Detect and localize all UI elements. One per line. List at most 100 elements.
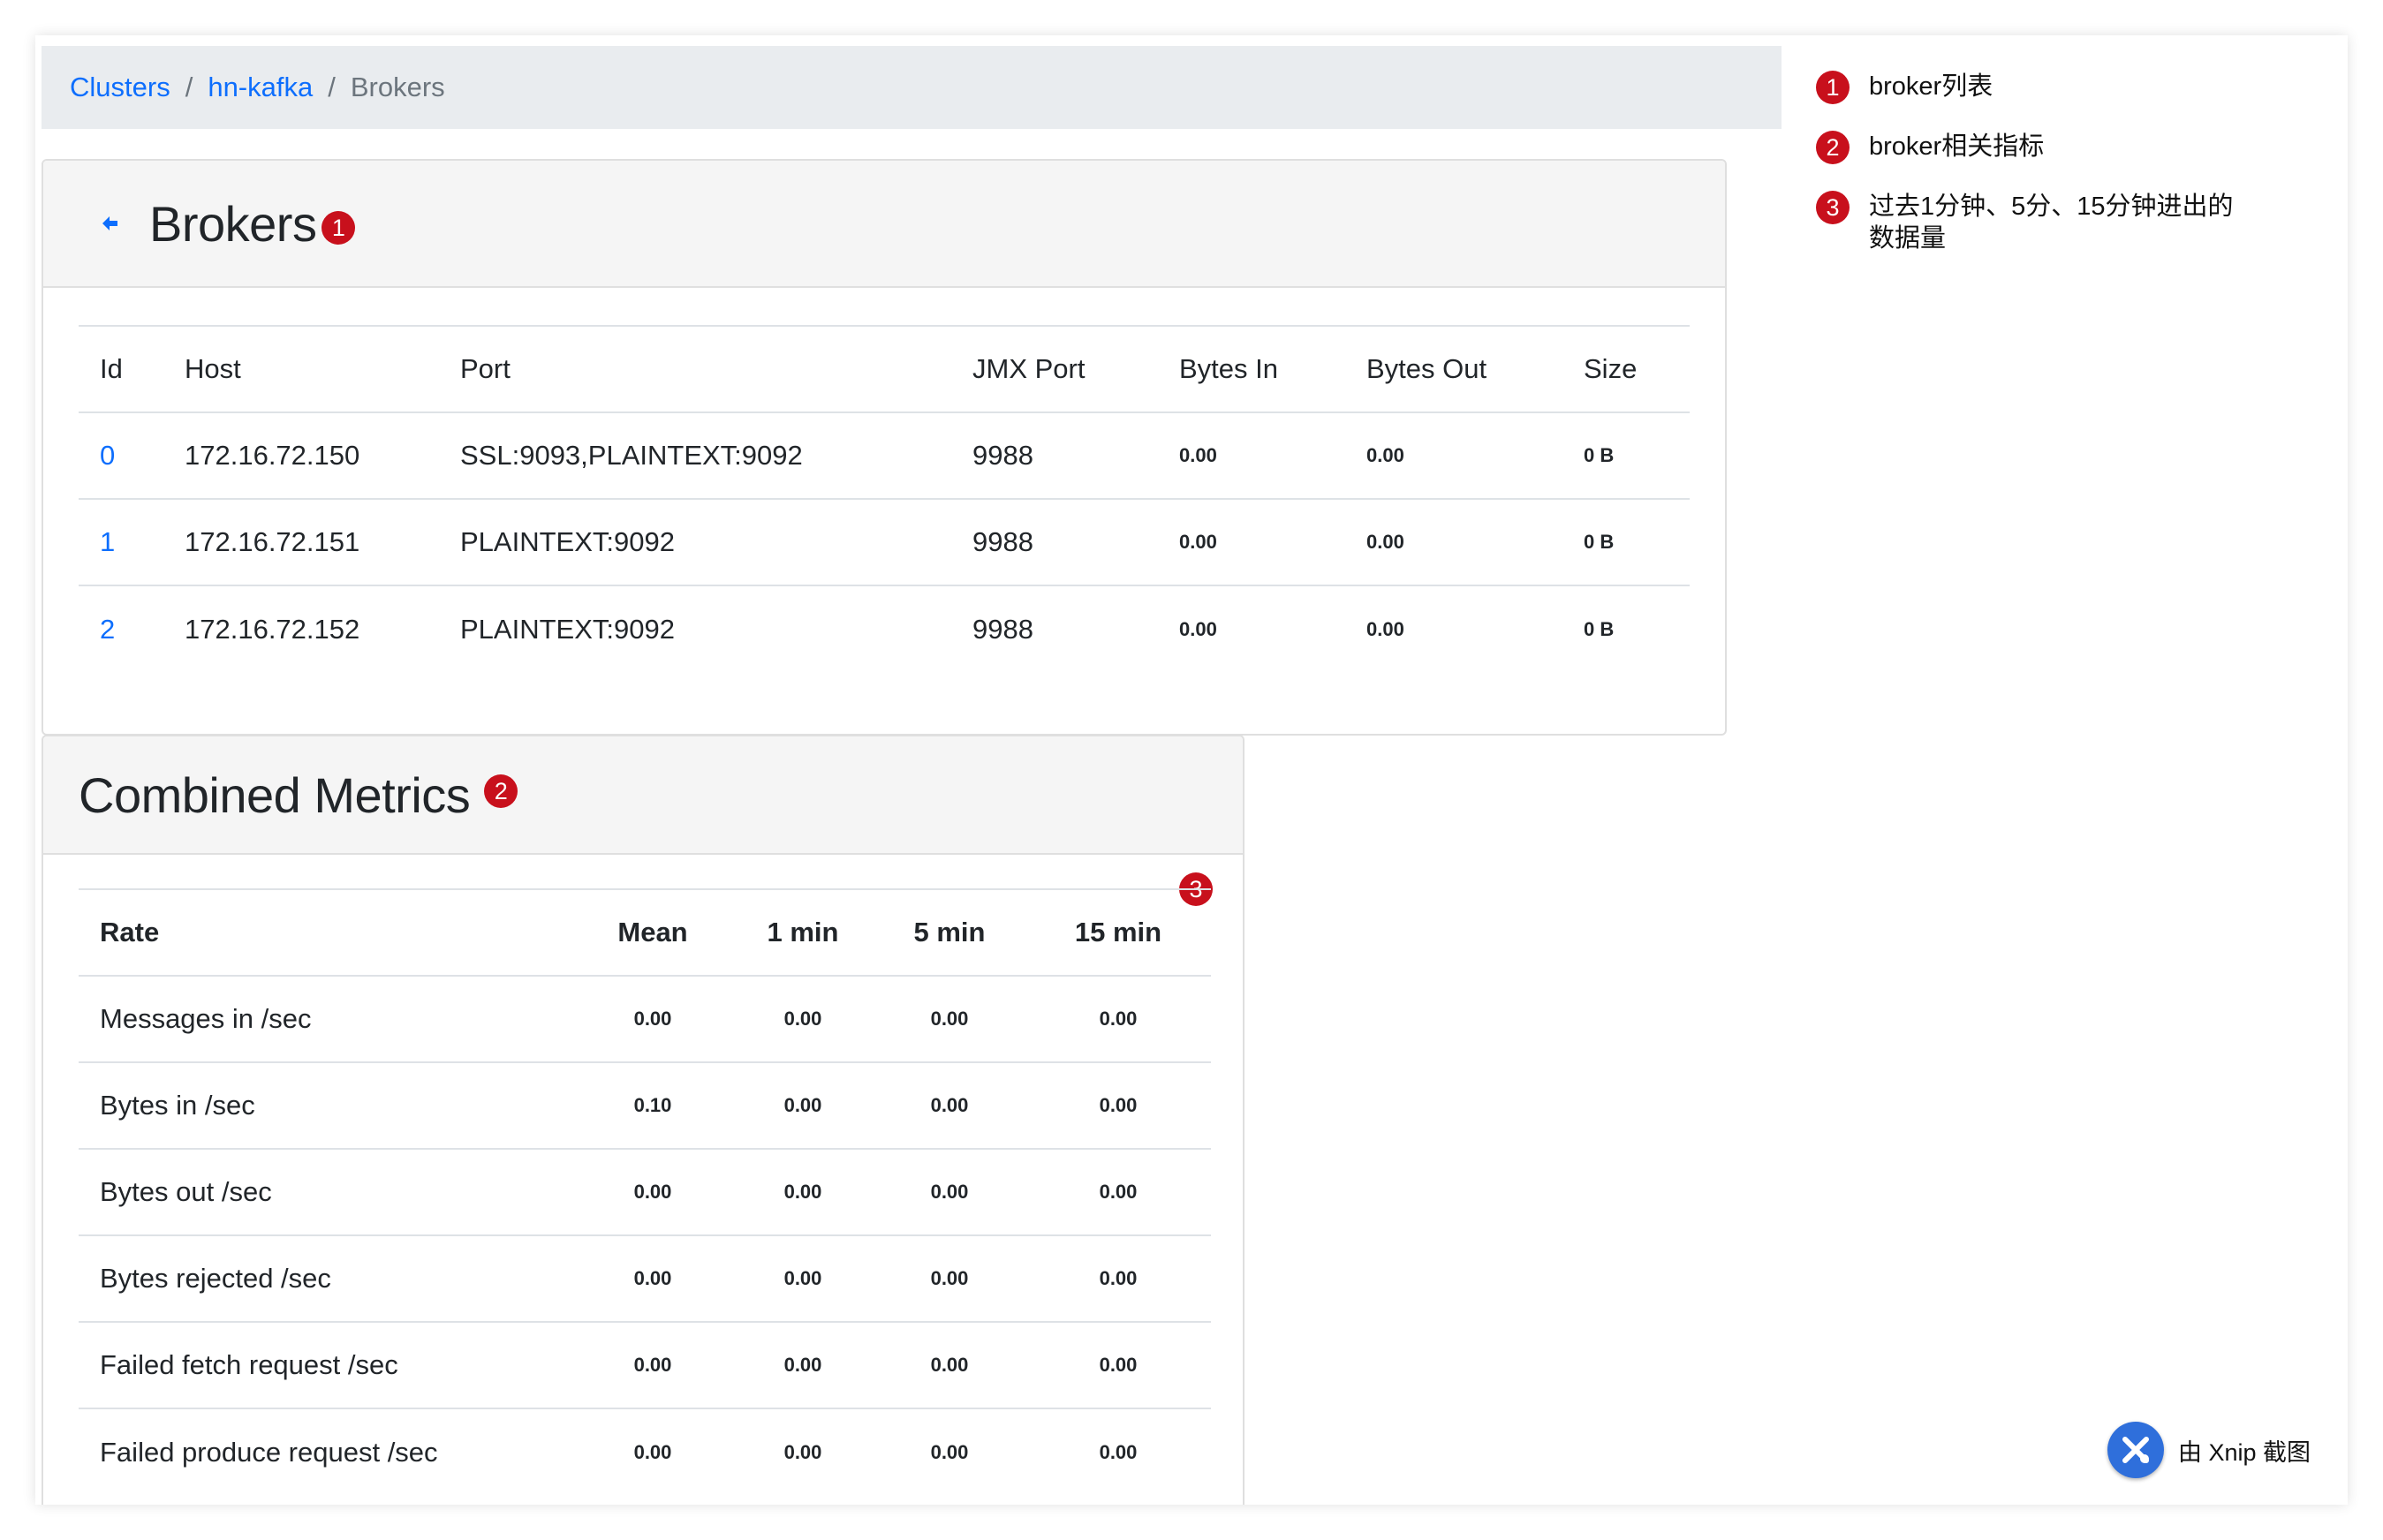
metric-label: Failed produce request /sec — [79, 1408, 573, 1495]
annotation-badge-1: 1 — [322, 211, 356, 245]
column-header-jmx-port: JMX Port — [951, 325, 1158, 412]
table-row: Bytes rejected /sec 0.00 0.00 0.00 0.00 — [79, 1234, 1211, 1322]
column-header-size: Size — [1562, 325, 1690, 412]
breadcrumb-separator: / — [328, 72, 336, 102]
watermark-text: 由 Xnip 截图 — [2178, 1438, 2311, 1466]
metric-1min: 0.00 — [732, 975, 874, 1062]
brokers-card: Brokers 1 Id Host Port JMX Port Bytes In… — [42, 159, 1727, 736]
breadcrumb-link-clusters[interactable]: Clusters — [70, 72, 170, 102]
breadcrumb: Clusters / hn-kafka / Brokers — [42, 46, 1782, 129]
broker-bytes-out: 0.00 — [1345, 498, 1562, 585]
metric-5min: 0.00 — [874, 975, 1025, 1062]
legend-badge: 3 — [1816, 191, 1850, 224]
metric-5min: 0.00 — [874, 1408, 1025, 1495]
table-row: Bytes in /sec 0.10 0.00 0.00 0.00 — [79, 1061, 1211, 1149]
breadcrumb-separator: / — [185, 72, 193, 102]
metrics-table: Rate Mean 1 min 5 min 15 min Messages in… — [79, 888, 1211, 1495]
broker-bytes-in: 0.00 — [1158, 585, 1345, 672]
broker-host: 172.16.72.152 — [163, 585, 439, 672]
screenshot-frame: Clusters / hn-kafka / Brokers Brokers 1 … — [35, 35, 2348, 1505]
broker-bytes-in: 0.00 — [1158, 411, 1345, 499]
table-header-row: Rate Mean 1 min 5 min 15 min — [79, 888, 1211, 976]
metric-1min: 0.00 — [732, 1234, 874, 1322]
table-row: 2 172.16.72.152 PLAINTEXT:9092 9988 0.00… — [79, 585, 1690, 672]
combined-metrics-card: Combined Metrics 2 3 Rate Mean 1 min 5 m… — [42, 735, 1244, 1505]
metric-mean: 0.00 — [573, 1321, 732, 1408]
legend-badge: 1 — [1816, 71, 1850, 104]
legend-item: 3 过去1分钟、5分、15分钟进出的数据量 — [1816, 191, 2258, 254]
broker-jmx-port: 9988 — [951, 585, 1158, 672]
metric-1min: 0.00 — [732, 1148, 874, 1235]
broker-bytes-in: 0.00 — [1158, 498, 1345, 585]
broker-id-link[interactable]: 2 — [100, 613, 116, 645]
metric-1min: 0.00 — [732, 1321, 874, 1408]
metrics-title: Combined Metrics — [79, 766, 471, 823]
broker-jmx-port: 9988 — [951, 411, 1158, 499]
metric-label: Bytes out /sec — [79, 1148, 573, 1235]
broker-bytes-out: 0.00 — [1345, 585, 1562, 672]
table-row: Failed fetch request /sec 0.00 0.00 0.00… — [79, 1321, 1211, 1408]
table-row: 0 172.16.72.150 SSL:9093,PLAINTEXT:9092 … — [79, 411, 1690, 499]
legend-item: 1 broker列表 — [1816, 71, 2258, 104]
legend-item: 2 broker相关指标 — [1816, 131, 2258, 164]
column-header-port: Port — [439, 325, 951, 412]
column-header-bytes-in: Bytes In — [1158, 325, 1345, 412]
metric-mean: 0.00 — [573, 1234, 732, 1322]
table-row: Failed produce request /sec 0.00 0.00 0.… — [79, 1408, 1211, 1495]
broker-host: 172.16.72.150 — [163, 411, 439, 499]
metric-15min: 0.00 — [1025, 1061, 1211, 1149]
metric-5min: 0.00 — [874, 1061, 1025, 1149]
broker-size: 0 B — [1562, 585, 1690, 672]
annotation-badge-2: 2 — [484, 774, 518, 808]
metric-label: Messages in /sec — [79, 975, 573, 1062]
metric-mean: 0.00 — [573, 1408, 732, 1495]
column-header-5min: 5 min — [874, 888, 1025, 976]
metric-15min: 0.00 — [1025, 1234, 1211, 1322]
metric-5min: 0.00 — [874, 1234, 1025, 1322]
back-arrow-icon[interactable] — [100, 214, 119, 233]
xnip-logo-icon — [2107, 1422, 2164, 1478]
broker-size: 0 B — [1562, 411, 1690, 499]
column-header-1min: 1 min — [732, 888, 874, 976]
metric-1min: 0.00 — [732, 1061, 874, 1149]
breadcrumb-current: Brokers — [350, 72, 445, 102]
legend-badge: 2 — [1816, 131, 1850, 164]
column-header-15min: 15 min — [1025, 888, 1211, 976]
annotation-legend: 1 broker列表 2 broker相关指标 3 过去1分钟、5分、15分钟进… — [1816, 71, 2258, 281]
broker-size: 0 B — [1562, 498, 1690, 585]
page-title: Brokers — [149, 195, 317, 252]
broker-port: PLAINTEXT:9092 — [439, 585, 951, 672]
broker-bytes-out: 0.00 — [1345, 411, 1562, 499]
legend-text: broker相关指标 — [1869, 132, 2045, 161]
broker-id-link[interactable]: 0 — [100, 440, 116, 471]
metric-1min: 0.00 — [732, 1408, 874, 1495]
metric-5min: 0.00 — [874, 1148, 1025, 1235]
breadcrumb-link-cluster[interactable]: hn-kafka — [208, 72, 314, 102]
metric-15min: 0.00 — [1025, 1148, 1211, 1235]
column-header-rate: Rate — [79, 888, 573, 976]
metric-mean: 0.10 — [573, 1061, 732, 1149]
metrics-card-header: Combined Metrics 2 — [43, 736, 1243, 855]
metric-5min: 0.00 — [874, 1321, 1025, 1408]
broker-jmx-port: 9988 — [951, 498, 1158, 585]
brokers-table: Id Host Port JMX Port Bytes In Bytes Out… — [79, 325, 1690, 672]
column-header-bytes-out: Bytes Out — [1345, 325, 1562, 412]
metric-15min: 0.00 — [1025, 1321, 1211, 1408]
table-row: Bytes out /sec 0.00 0.00 0.00 0.00 — [79, 1148, 1211, 1235]
metric-label: Bytes in /sec — [79, 1061, 573, 1149]
legend-text: broker列表 — [1869, 72, 1993, 101]
metric-label: Failed fetch request /sec — [79, 1321, 573, 1408]
xnip-watermark: 由 Xnip 截图 — [2107, 1422, 2311, 1478]
legend-text: 过去1分钟、5分、15分钟进出的数据量 — [1869, 192, 2234, 253]
column-header-mean: Mean — [573, 888, 732, 976]
broker-id-link[interactable]: 1 — [100, 526, 116, 557]
broker-port: PLAINTEXT:9092 — [439, 498, 951, 585]
metric-label: Bytes rejected /sec — [79, 1234, 573, 1322]
metric-mean: 0.00 — [573, 1148, 732, 1235]
metric-15min: 0.00 — [1025, 975, 1211, 1062]
brokers-card-header: Brokers 1 — [43, 161, 1725, 288]
table-row: Messages in /sec 0.00 0.00 0.00 0.00 — [79, 975, 1211, 1062]
table-header-row: Id Host Port JMX Port Bytes In Bytes Out… — [79, 325, 1690, 412]
column-header-id: Id — [79, 325, 163, 412]
metric-15min: 0.00 — [1025, 1408, 1211, 1495]
